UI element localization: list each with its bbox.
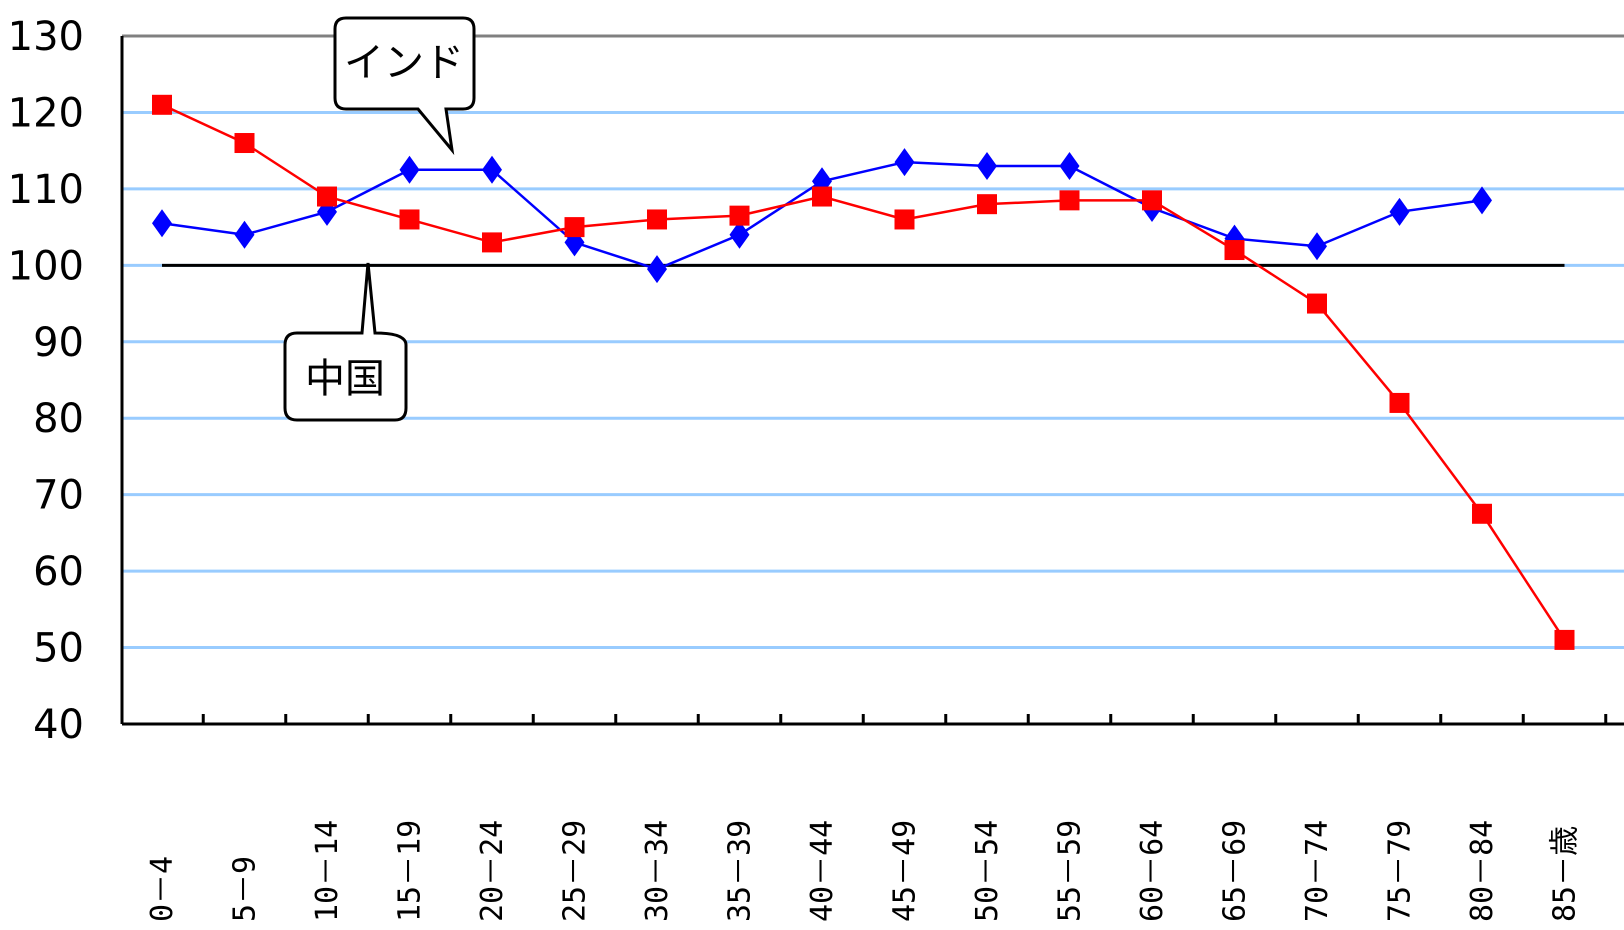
data-point-square	[1142, 190, 1162, 211]
x-tick-label-9: 45－49	[888, 820, 923, 922]
data-point-square	[234, 133, 255, 154]
callout-china-label: 中国	[305, 356, 385, 402]
data-point-square	[1307, 293, 1327, 314]
y-tick-labels: 40 50 60 70 80 90 100 110 120 130	[8, 14, 84, 748]
data-point-square	[977, 194, 997, 215]
x-tick-label-6: 30－34	[640, 820, 675, 922]
data-point-diamond	[1389, 197, 1410, 226]
y-tick-label-70: 70	[33, 473, 84, 519]
callout-china-bubble	[283, 262, 408, 422]
axes	[120, 36, 1624, 726]
x-tick-label-1: 5－9	[228, 856, 263, 922]
data-point-square	[1554, 629, 1575, 650]
y-tick-label-90: 90	[33, 320, 84, 366]
x-tick-label-0: 0－4	[145, 856, 180, 922]
x-tick-label-10: 50－54	[970, 820, 1005, 922]
data-point-diamond	[647, 255, 667, 284]
y-tick-label-130: 130	[8, 14, 84, 60]
data-point-diamond	[977, 151, 997, 180]
x-tick-label-3: 15－19	[393, 820, 428, 922]
data-point-square	[1389, 392, 1410, 413]
x-tick-label-5: 25－29	[558, 820, 593, 922]
data-point-diamond	[729, 220, 750, 249]
data-point-diamond	[894, 148, 915, 177]
data-point-diamond	[152, 209, 172, 238]
data-point-square	[894, 209, 915, 230]
x-tick-label-4: 20－24	[475, 820, 510, 922]
callout-india: インド	[333, 16, 476, 156]
data-point-square	[647, 209, 667, 230]
data-point-square	[564, 217, 585, 238]
y-tick-label-50: 50	[33, 626, 84, 672]
data-point-square	[482, 232, 502, 253]
x-tick-label-13: 65－69	[1218, 820, 1253, 922]
data-point-square	[729, 205, 750, 226]
callout-india-bubble	[333, 16, 476, 156]
data-point-square	[1224, 240, 1245, 261]
x-tick-label-8: 40－44	[805, 820, 840, 922]
y-tick-label-60: 60	[33, 549, 84, 595]
data-point-diamond	[1472, 186, 1492, 215]
data-point-square	[1059, 190, 1080, 211]
data-point-square	[152, 94, 172, 115]
series-line-1	[161, 103, 1566, 641]
y-tick-label-100: 100	[8, 243, 84, 289]
x-tick-label-15: 75－79	[1383, 820, 1418, 922]
data-point-diamond	[1307, 232, 1327, 261]
x-tick-labels: 0－4 5－9 10－14 15－19 20－24 25－29 30－34 35－39 40－4…	[145, 820, 1583, 922]
x-tick-label-17: 85－歳	[1548, 826, 1583, 922]
data-point-diamond	[1059, 151, 1080, 180]
callout-china: 中国	[283, 262, 408, 422]
data-point-square	[812, 186, 832, 207]
x-tick-label-7: 35－39	[723, 820, 758, 922]
x-tick-label-11: 55－59	[1053, 820, 1088, 922]
y-tick-label-40: 40	[33, 702, 84, 748]
callout-india-label: インド	[344, 40, 464, 86]
data-point-diamond	[399, 155, 420, 184]
y-tick-label-80: 80	[33, 396, 84, 442]
x-tick-label-12: 60－64	[1135, 820, 1170, 922]
x-tick-label-16: 80－84	[1465, 820, 1500, 922]
data-point-square	[399, 209, 420, 230]
data-point-square	[317, 186, 337, 207]
data-point-diamond	[482, 155, 502, 184]
series-group	[152, 94, 1575, 650]
data-point-diamond	[234, 220, 255, 249]
x-tick-label-2: 10－14	[310, 820, 345, 922]
x-tick-label-14: 70－74	[1300, 820, 1335, 922]
y-tick-label-120: 120	[8, 90, 84, 136]
y-tick-label-110: 110	[8, 167, 84, 213]
data-point-square	[1472, 503, 1492, 524]
